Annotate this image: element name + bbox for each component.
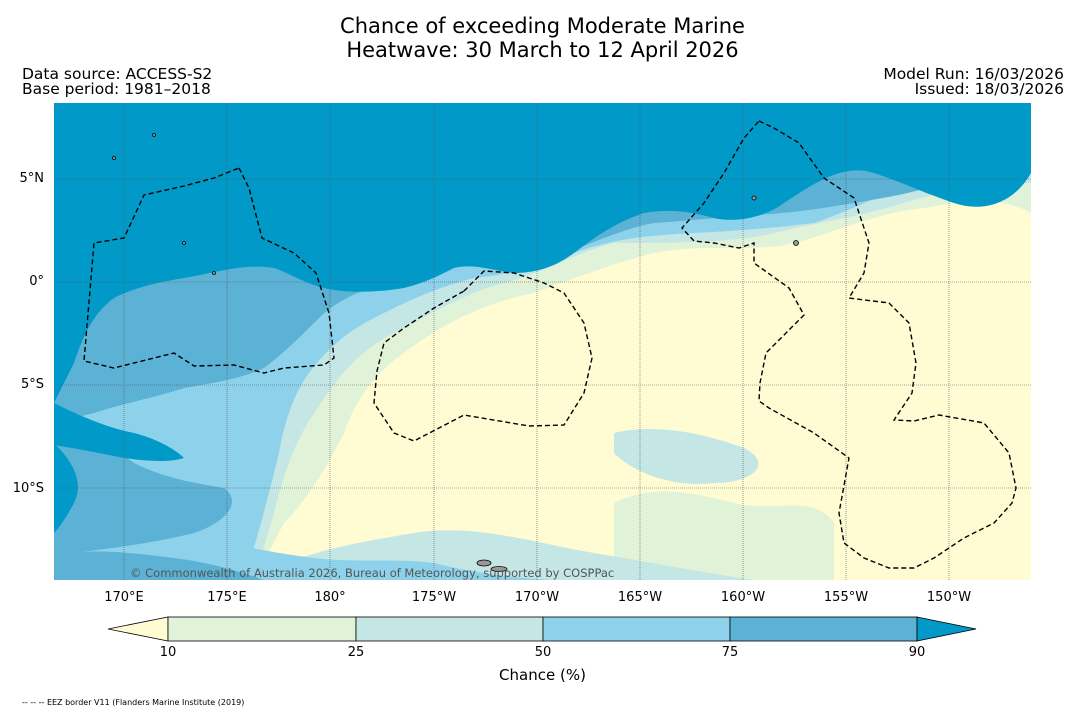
island-samoa-2 xyxy=(490,566,508,572)
lon-tick-170w: 170°W xyxy=(514,590,560,605)
lat-tick-5n: 5°N xyxy=(19,171,45,186)
island-b xyxy=(212,271,216,275)
island-samoa-1 xyxy=(476,559,492,567)
island-e xyxy=(112,156,116,160)
map-canvas xyxy=(54,103,1031,580)
islands xyxy=(112,133,799,572)
island-c xyxy=(751,195,757,201)
probability-map[interactable] xyxy=(54,103,1031,580)
island-d xyxy=(793,240,799,246)
meta-left: Data source: ACCESS-S2 Base period: 1981… xyxy=(22,65,213,98)
issued-date: Issued: 18/03/2026 xyxy=(914,80,1064,98)
title-line-1: Chance of exceeding Moderate Marine xyxy=(340,14,745,38)
eez-tokelau xyxy=(373,270,593,442)
base-period: Base period: 1981–2018 xyxy=(22,80,211,98)
lon-tick-175w: 175°W xyxy=(411,590,457,605)
eez-borders xyxy=(83,120,1017,569)
colorbar-label-75: 75 xyxy=(721,645,739,660)
model-run: Model Run: 16/03/2026 xyxy=(883,65,1064,83)
lon-tick-150w: 150°W xyxy=(926,590,972,605)
colorbar-under-10 xyxy=(108,616,169,642)
region-25-50-patch xyxy=(614,428,759,484)
lon-tick-175e: 175°E xyxy=(207,590,247,605)
colorbar-over-90 xyxy=(916,616,977,642)
lat-tick-0: 0° xyxy=(29,274,44,289)
colorbar-label-25: 25 xyxy=(347,645,365,660)
lon-tick-165w: 165°W xyxy=(617,590,663,605)
region-10-25-east xyxy=(614,491,834,580)
island-f xyxy=(152,133,156,137)
colorbar-label-50: 50 xyxy=(534,645,552,660)
colorbar-10-25 xyxy=(167,616,357,642)
region-75-90-southwest xyxy=(54,423,233,555)
eez-footnote: -- -- -- EEZ border V11 (Flanders Marine… xyxy=(22,698,245,707)
graticule xyxy=(54,103,1031,580)
meta-right: Model Run: 16/03/2026 Issued: 18/03/2026 xyxy=(883,65,1064,98)
region-over-90-sw xyxy=(54,443,78,533)
lat-tick-5s: 5°S xyxy=(20,377,44,392)
data-source: Data source: ACCESS-S2 xyxy=(22,65,213,83)
eez-kiribati-line xyxy=(681,120,1017,569)
colorbar-label-90: 90 xyxy=(908,645,926,660)
lat-tick-10s: 10°S xyxy=(12,481,44,496)
lon-tick-180: 180° xyxy=(314,590,346,605)
lon-tick-160w: 160°W xyxy=(720,590,766,605)
copyright-notice: © Commonwealth of Australia 2026, Bureau… xyxy=(130,566,615,580)
colorbar xyxy=(108,616,977,642)
eez-tuvalu-kiribati xyxy=(83,167,335,374)
colorbar-label-10: 10 xyxy=(159,645,177,660)
colorbar-50-75 xyxy=(542,616,731,642)
colorbar-75-90 xyxy=(729,616,918,642)
colorbar-title: Chance (%) xyxy=(499,666,586,684)
title-line-2: Heatwave: 30 March to 12 April 2026 xyxy=(346,38,739,62)
region-75-90-south xyxy=(54,551,264,580)
colorbar-25-50 xyxy=(355,616,544,642)
lon-tick-170e: 170°E xyxy=(104,590,144,605)
region-over-90-west xyxy=(54,403,184,462)
lon-tick-155w: 155°W xyxy=(823,590,869,605)
island-a xyxy=(182,241,186,245)
region-over-90 xyxy=(54,103,1031,403)
map-title: Chance of exceeding Moderate Marine Heat… xyxy=(0,14,1085,62)
